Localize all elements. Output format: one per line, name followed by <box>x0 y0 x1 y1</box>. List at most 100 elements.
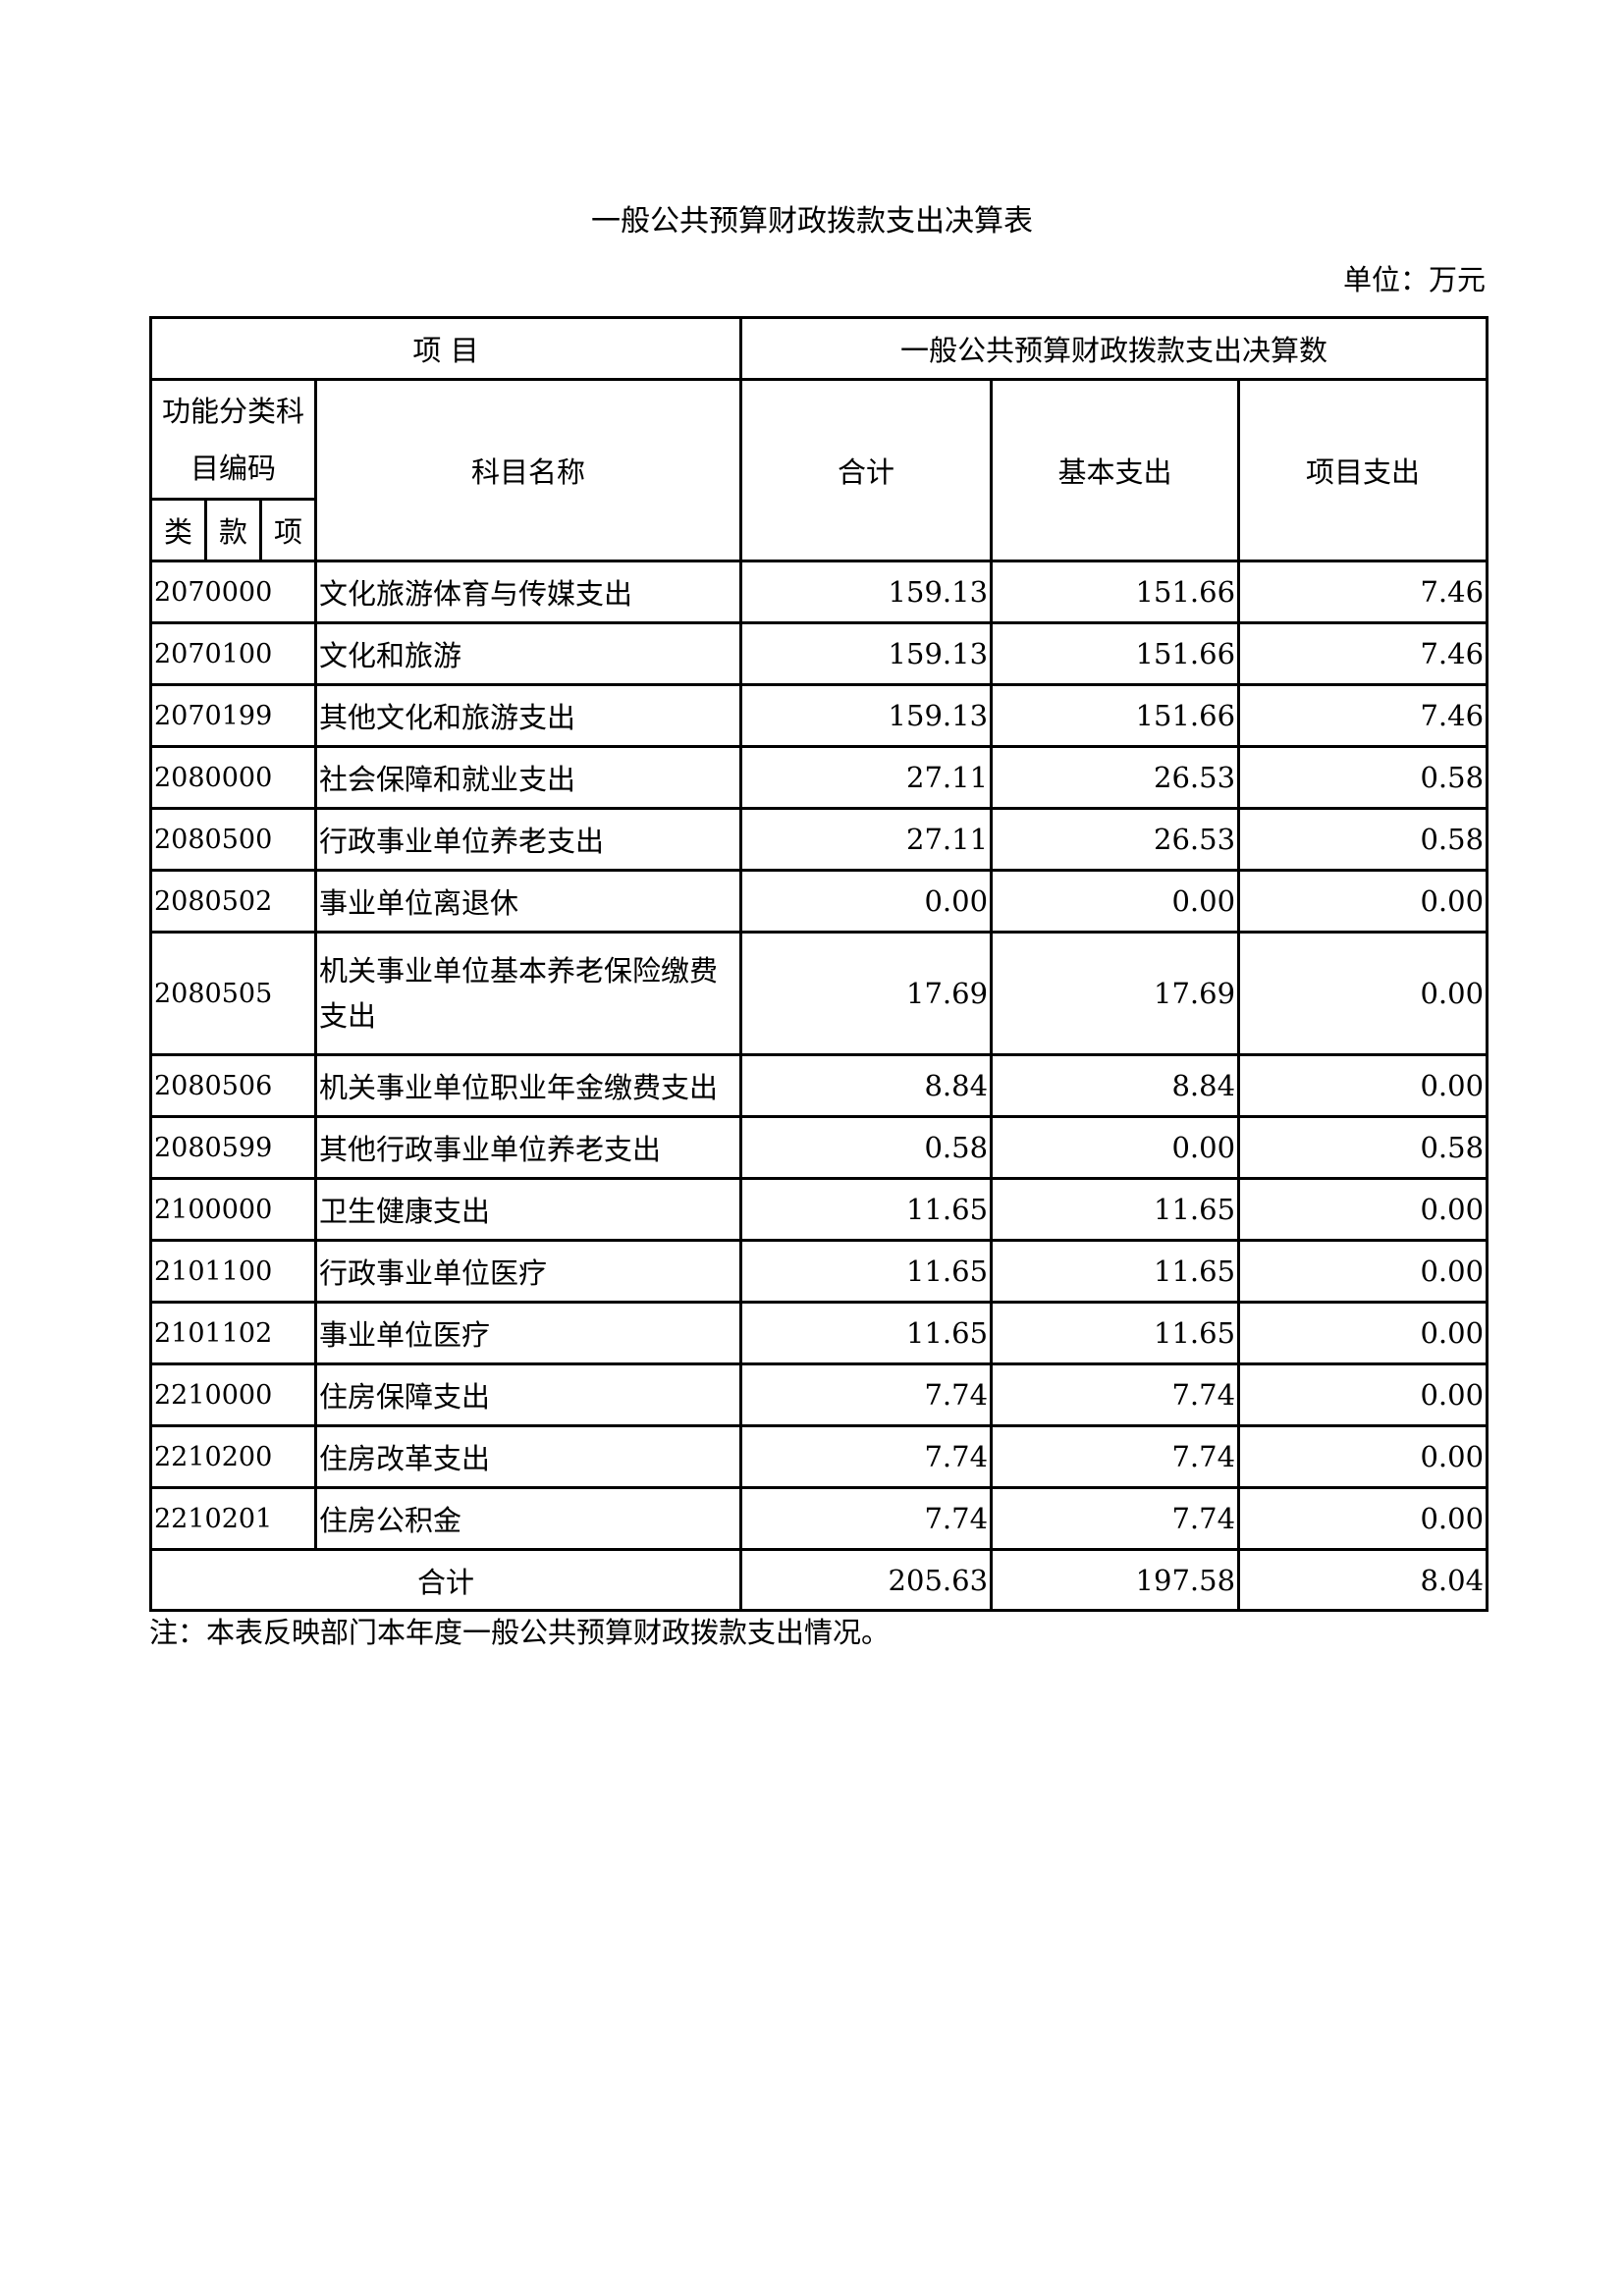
code-cell: 2101100 <box>149 1239 317 1304</box>
name-cell: 行政事业单位医疗 <box>313 1239 743 1304</box>
table-row: 2210000 住房保障支出 7.74 7.74 0.00 <box>149 1362 1489 1427</box>
code-cell: 2210200 <box>149 1424 317 1489</box>
code-cell: 2080599 <box>149 1115 317 1180</box>
code-cell: 2210000 <box>149 1362 317 1427</box>
basic-cell: 11.65 <box>990 1301 1241 1365</box>
name-cell: 其他行政事业单位养老支出 <box>313 1115 743 1180</box>
project-cell: 0.58 <box>1237 807 1489 872</box>
total-cell: 159.13 <box>739 560 994 624</box>
name-cell: 事业单位医疗 <box>313 1301 743 1365</box>
table-row: 2080599 其他行政事业单位养老支出 0.58 0.00 0.58 <box>149 1115 1489 1180</box>
total-cell: 11.65 <box>739 1301 994 1365</box>
basic-cell: 8.84 <box>990 1053 1241 1118</box>
table-row: 2080000 社会保障和就业支出 27.11 26.53 0.58 <box>149 745 1489 810</box>
basic-cell: 11.65 <box>990 1177 1241 1242</box>
code-cell: 2100000 <box>149 1177 317 1242</box>
header-xiang: 项 <box>259 498 317 562</box>
header-total: 合计 <box>739 378 994 562</box>
basic-cell: 7.74 <box>990 1486 1241 1551</box>
total-sum: 205.63 <box>739 1548 994 1612</box>
basic-cell: 17.69 <box>990 931 1241 1056</box>
header-code: 功能分类科目编码 <box>149 378 317 501</box>
table-row: 2210201 住房公积金 7.74 7.74 0.00 <box>149 1486 1489 1551</box>
basic-cell: 11.65 <box>990 1239 1241 1304</box>
total-cell: 159.13 <box>739 621 994 686</box>
total-label: 合计 <box>148 1548 743 1612</box>
name-cell: 事业单位离退休 <box>313 869 743 934</box>
name-cell: 行政事业单位养老支出 <box>313 807 743 872</box>
header-basic: 基本支出 <box>990 378 1241 562</box>
total-cell: 8.84 <box>739 1053 994 1118</box>
name-cell: 机关事业单位基本养老保险缴费支出 <box>313 931 743 1056</box>
table-row: 2101102 事业单位医疗 11.65 11.65 0.00 <box>149 1301 1489 1365</box>
total-cell: 27.11 <box>739 745 994 810</box>
name-cell: 住房改革支出 <box>313 1424 743 1489</box>
table-row: 2080500 行政事业单位养老支出 27.11 26.53 0.58 <box>149 807 1489 872</box>
name-cell: 卫生健康支出 <box>313 1177 743 1242</box>
basic-cell: 7.74 <box>990 1362 1241 1427</box>
basic-cell: 7.74 <box>990 1424 1241 1489</box>
basic-sum: 197.58 <box>990 1548 1241 1612</box>
project-cell: 0.00 <box>1237 1362 1489 1427</box>
project-cell: 0.58 <box>1237 1115 1489 1180</box>
code-cell: 2080506 <box>149 1053 317 1118</box>
code-cell: 2070199 <box>149 683 317 748</box>
project-sum: 8.04 <box>1237 1548 1489 1612</box>
project-cell: 7.46 <box>1237 683 1489 748</box>
header-kuan: 款 <box>204 498 262 562</box>
table-row: 2070000 文化旅游体育与传媒支出 159.13 151.66 7.46 <box>149 560 1489 624</box>
project-cell: 0.00 <box>1237 869 1489 934</box>
total-cell: 11.65 <box>739 1239 994 1304</box>
project-cell: 7.46 <box>1237 621 1489 686</box>
code-cell: 2070000 <box>149 560 317 624</box>
code-cell: 2101102 <box>149 1301 317 1365</box>
project-cell: 0.00 <box>1237 931 1489 1056</box>
basic-cell: 151.66 <box>990 621 1241 686</box>
code-cell: 2080502 <box>149 869 317 934</box>
name-cell: 社会保障和就业支出 <box>313 745 743 810</box>
project-cell: 0.58 <box>1237 745 1489 810</box>
unit-label: 单位：万元 <box>1342 263 1486 296</box>
expenditure-table: 项 目 一般公共预算财政拨款支出决算数 功能分类科目编码 科目名称 合计 基本支… <box>148 316 1489 1612</box>
code-cell: 2080500 <box>149 807 317 872</box>
project-cell: 0.00 <box>1237 1239 1489 1304</box>
table-row: 2070199 其他文化和旅游支出 159.13 151.66 7.46 <box>149 683 1489 748</box>
total-cell: 0.00 <box>739 869 994 934</box>
project-cell: 0.00 <box>1237 1486 1489 1551</box>
total-cell: 159.13 <box>739 683 994 748</box>
code-cell: 2070100 <box>149 621 317 686</box>
header-item: 项 目 <box>148 316 743 381</box>
code-cell: 2080000 <box>149 745 317 810</box>
header-project: 项目支出 <box>1237 378 1489 562</box>
code-cell: 2080505 <box>149 931 317 1056</box>
header-group: 一般公共预算财政拨款支出决算数 <box>739 316 1489 381</box>
total-cell: 7.74 <box>739 1424 994 1489</box>
project-cell: 0.00 <box>1237 1424 1489 1489</box>
project-cell: 0.00 <box>1237 1301 1489 1365</box>
total-cell: 0.58 <box>739 1115 994 1180</box>
table-note: 注：本表反映部门本年度一般公共预算财政拨款支出情况。 <box>149 1616 891 1649</box>
project-cell: 7.46 <box>1237 560 1489 624</box>
basic-cell: 26.53 <box>990 745 1241 810</box>
table-row: 2210200 住房改革支出 7.74 7.74 0.00 <box>149 1424 1489 1489</box>
basic-cell: 0.00 <box>990 1115 1241 1180</box>
basic-cell: 151.66 <box>990 683 1241 748</box>
total-row: 合计 205.63 197.58 8.04 <box>148 1548 1489 1612</box>
name-cell: 其他文化和旅游支出 <box>313 683 743 748</box>
basic-cell: 151.66 <box>990 560 1241 624</box>
basic-cell: 0.00 <box>990 869 1241 934</box>
table-row: 2080506 机关事业单位职业年金缴费支出 8.84 8.84 0.00 <box>149 1053 1489 1118</box>
header-name: 科目名称 <box>313 378 743 562</box>
header-lei: 类 <box>149 498 207 562</box>
project-cell: 0.00 <box>1237 1053 1489 1118</box>
total-cell: 7.74 <box>739 1486 994 1551</box>
total-cell: 11.65 <box>739 1177 994 1242</box>
table-row: 2100000 卫生健康支出 11.65 11.65 0.00 <box>149 1177 1489 1242</box>
code-cell: 2210201 <box>149 1486 317 1551</box>
table-row: 2101100 行政事业单位医疗 11.65 11.65 0.00 <box>149 1239 1489 1304</box>
name-cell: 文化旅游体育与传媒支出 <box>313 560 743 624</box>
page-title: 一般公共预算财政拨款支出决算表 <box>591 204 1033 239</box>
table-row: 2070100 文化和旅游 159.13 151.66 7.46 <box>149 621 1489 686</box>
name-cell: 文化和旅游 <box>313 621 743 686</box>
name-cell: 住房保障支出 <box>313 1362 743 1427</box>
